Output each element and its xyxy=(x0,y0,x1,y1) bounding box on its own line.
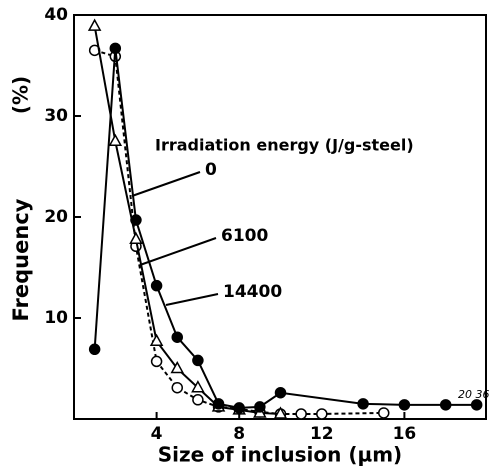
marker xyxy=(130,214,142,226)
marker xyxy=(109,42,122,55)
x-tick-label: 16 xyxy=(393,424,417,444)
marker xyxy=(316,408,328,420)
series-line xyxy=(93,25,281,415)
y-axis-label: Frequency xyxy=(9,198,33,321)
series-line xyxy=(93,48,477,409)
legend-label: 6100 xyxy=(221,226,268,246)
y-axis-unit: (%) xyxy=(9,76,33,114)
marker xyxy=(212,398,225,410)
marker xyxy=(274,386,287,399)
y-tick-label: 20 xyxy=(44,207,68,227)
marker xyxy=(191,380,205,393)
marker xyxy=(149,333,164,346)
marker xyxy=(170,360,185,374)
x-tick-label: 4 xyxy=(151,424,163,444)
marker xyxy=(439,399,452,411)
legend-label: 0 xyxy=(205,160,217,180)
x-axis-label: Size of inclusion (µm) xyxy=(158,443,402,467)
legend-arrow xyxy=(139,237,217,266)
marker xyxy=(171,381,183,394)
marker xyxy=(88,343,101,356)
y-tick-label: 40 xyxy=(44,5,68,25)
marker xyxy=(192,354,204,367)
marker xyxy=(192,394,204,406)
marker xyxy=(273,406,288,419)
legend-arrow xyxy=(165,293,219,306)
marker xyxy=(150,279,163,292)
marker xyxy=(254,401,266,413)
marker xyxy=(233,402,245,414)
marker xyxy=(398,399,411,411)
marker xyxy=(108,133,123,146)
legend-label: 14400 xyxy=(223,282,282,302)
legend-title: Irradiation energy (J/g-steel) xyxy=(155,136,414,155)
legend-arrow xyxy=(131,171,201,197)
marker xyxy=(129,231,143,244)
y-tick-label: 30 xyxy=(44,106,68,126)
marker xyxy=(378,407,390,419)
marker xyxy=(87,18,102,31)
marker xyxy=(150,355,163,368)
annotation: 20 36 xyxy=(458,388,489,401)
x-tick-label: 12 xyxy=(310,424,334,444)
marker xyxy=(357,398,369,410)
marker xyxy=(171,331,183,343)
marker xyxy=(470,399,483,411)
marker xyxy=(295,408,307,420)
x-tick-label: 8 xyxy=(233,424,245,444)
y-tick-label: 10 xyxy=(44,308,68,328)
